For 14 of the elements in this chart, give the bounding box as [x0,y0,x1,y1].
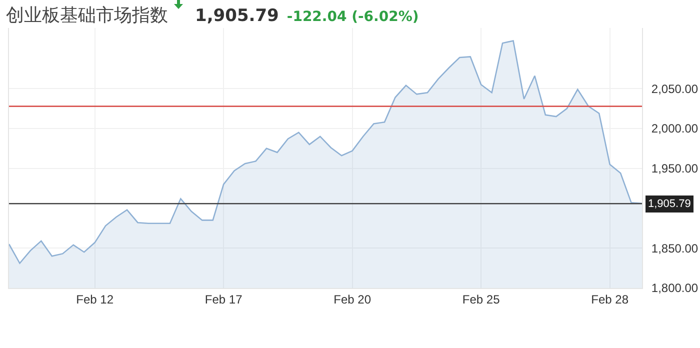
y-tick-label: 2,050.00 [651,82,698,96]
x-tick-label: Feb 20 [334,292,372,306]
y-tick-label: 1,950.00 [651,162,698,176]
x-tick-label: Feb 17 [204,292,243,306]
text: -122.04 (-6.02%) [286,9,419,25]
y-tick-label: 2,000.00 [651,122,698,136]
chart-title: 创业板基础市场指数 [6,4,168,27]
x-tick-label: Feb 12 [76,292,114,306]
y-tick-label: 1,850.00 [651,241,698,256]
x-tick-label: Feb 28 [591,292,629,306]
x-tick-label: Feb 25 [462,292,500,306]
chart-subtitle: 1,905.79 [195,6,279,26]
y-tick-label: 1,800.00 [651,281,698,296]
ref-line-label: 1,905.79 [648,198,691,210]
